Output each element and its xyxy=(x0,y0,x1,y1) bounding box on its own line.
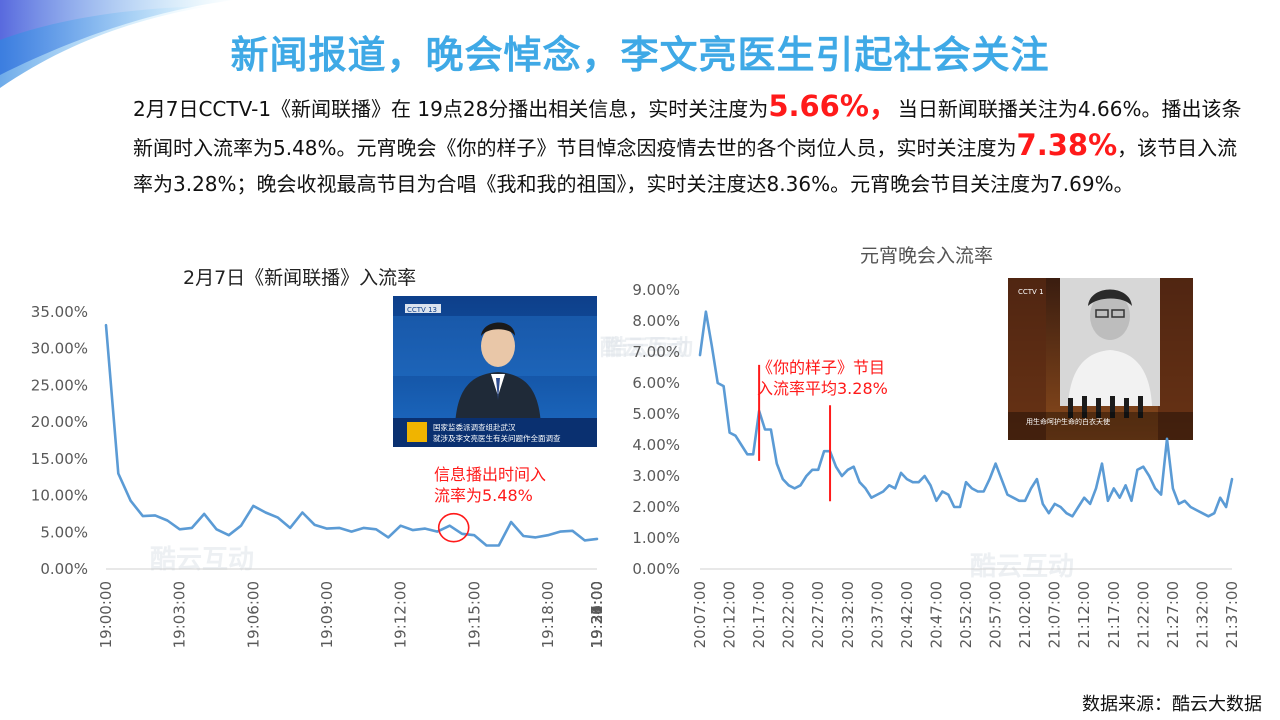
gala-watermark: 酷云互动 xyxy=(600,336,688,361)
news-y-tick-label: 25.00% xyxy=(31,376,88,394)
news-x-tick-label: 19:18:00 xyxy=(539,581,557,648)
summary-part-1: 2月7日CCTV-1《新闻联播》在 19点28分播出相关信息，实时关注度为 xyxy=(133,97,769,121)
gala-y-tick-label: 5.00% xyxy=(632,405,680,423)
news-y-tick-label: 30.00% xyxy=(31,340,88,358)
news-y-tick-label: 20.00% xyxy=(31,413,88,431)
summary-paragraph: 2月7日CCTV-1《新闻联播》在 19点28分播出相关信息，实时关注度为5.6… xyxy=(133,88,1248,202)
gala-inflow-line-chart: 酷云互动酷云互动0.00%1.00%2.00%3.00%4.00%5.00%6.… xyxy=(600,281,1241,648)
news-caption-line-1: 国家监委派调查组赴武汉 xyxy=(433,422,516,432)
news-x-tick-label: 19:30:00 xyxy=(588,581,606,648)
gala-x-tick-label: 21:07:00 xyxy=(1046,581,1064,648)
news-x-tick-label: 19:21:00 xyxy=(588,581,606,648)
news-x-tick-label: 19:03:00 xyxy=(171,581,189,648)
gala-x-tick-label: 20:12:00 xyxy=(721,581,739,648)
gala-x-tick-label: 21:32:00 xyxy=(1193,581,1211,648)
gala-series-line xyxy=(698,310,1234,518)
news-caption-line-2: 就涉及李文亮医生有关问题作全面调查 xyxy=(433,433,561,443)
gala-x-tick-label: 20:32:00 xyxy=(839,581,857,648)
gala-x-tick-label: 20:37:00 xyxy=(868,581,886,648)
summary-part-2: 当日新闻联播关注为4.66%。播出该条新闻时入流率为5.48%。元宵晚会《你的样… xyxy=(133,97,1242,160)
chart-title-news: 2月7日《新闻联播》入流率 xyxy=(183,267,417,289)
news-x-tick-label: 19:12:00 xyxy=(392,581,410,648)
news-x-tick-label: 19:36:00 xyxy=(588,581,606,648)
data-source-note: 数据来源：酷云大数据 xyxy=(1082,694,1262,715)
gala-y-tick-label: 2.00% xyxy=(632,498,680,516)
gala-y-tick-label: 3.00% xyxy=(632,467,680,485)
gala-y-tick-label: 9.00% xyxy=(632,281,680,299)
news-broadcast-photo: CCTV 13 国家监委派调查组赴武汉 就涉及李文亮医生有关问题作全面调查 xyxy=(393,296,597,447)
gala-x-tick-label: 21:22:00 xyxy=(1134,581,1152,648)
gala-x-tick-label: 21:27:00 xyxy=(1164,581,1182,648)
news-x-tick-label: 19:24:00 xyxy=(588,581,606,648)
news-y-tick-label: 35.00% xyxy=(31,303,88,321)
gala-x-tick-label: 20:57:00 xyxy=(987,581,1005,648)
news-annotation-line-2: 流率为5.48% xyxy=(434,486,533,505)
highlight-attention-gala: 7.38% xyxy=(1016,128,1118,162)
news-annotation-circle xyxy=(437,512,470,543)
news-y-tick-label: 0.00% xyxy=(40,560,88,578)
news-watermark: 酷云互动 xyxy=(605,336,693,361)
gala-y-tick-label: 1.00% xyxy=(632,529,680,547)
gala-x-tick-label: 21:37:00 xyxy=(1223,581,1241,648)
gala-channel-logo: CCTV 1 xyxy=(1018,288,1044,296)
gala-x-tick-label: 21:12:00 xyxy=(1075,581,1093,648)
gala-caption: 用生命呵护生命的白衣天使 xyxy=(1026,417,1110,426)
news-inflow-line-chart: 酷云互动酷云互动0.00%5.00%10.00%15.00%20.00%25.0… xyxy=(31,303,693,648)
news-y-tick-label: 10.00% xyxy=(31,487,88,505)
gala-x-tick-label: 20:47:00 xyxy=(927,581,945,648)
summary-part-3: ，该节目入流率为3.28%；晚会收视最高节目为合唱《我和我的祖国》，实时关注度达… xyxy=(133,136,1238,196)
gala-y-tick-label: 6.00% xyxy=(632,374,680,392)
gala-y-tick-label: 4.00% xyxy=(632,436,680,454)
news-x-tick-label: 19:09:00 xyxy=(318,581,336,648)
gala-annotation-line-2: 入流率平均3.28% xyxy=(757,379,888,398)
news-channel-logo: CCTV 13 xyxy=(407,306,437,314)
news-watermark: 酷云互动 xyxy=(150,545,254,575)
gala-watermark: 酷云互动 xyxy=(970,552,1074,582)
gala-x-tick-label: 20:27:00 xyxy=(809,581,827,648)
gala-tribute-photo: CCTV 1 用生命呵护生命的白衣天使 xyxy=(1008,278,1193,440)
gala-x-tick-label: 20:52:00 xyxy=(957,581,975,648)
news-x-tick-label: 19:39:00 xyxy=(588,581,606,648)
gala-x-tick-label: 21:02:00 xyxy=(1016,581,1034,648)
news-series-line xyxy=(104,323,599,547)
gala-annotation: 《你的样子》节目 入流率平均3.28% xyxy=(757,357,888,399)
gala-x-tick-label: 20:42:00 xyxy=(898,581,916,648)
corner-swoosh-decoration xyxy=(0,0,235,88)
news-x-tick-label: 19:33:00 xyxy=(588,581,606,648)
gala-x-tick-label: 20:17:00 xyxy=(750,581,768,648)
news-y-tick-label: 5.00% xyxy=(40,523,88,541)
gala-annotation-line-1: 《你的样子》节目 xyxy=(757,358,886,377)
news-y-tick-label: 15.00% xyxy=(31,450,88,468)
chart-title-gala: 元宵晚会入流率 xyxy=(860,245,994,267)
slide-title: 新闻报道，晚会悼念，李文亮医生引起社会关注 xyxy=(230,33,1050,77)
gala-x-tick-label: 21:17:00 xyxy=(1105,581,1123,648)
highlight-attention-news: 5.66%， xyxy=(768,89,898,123)
news-x-tick-label: 19:27:00 xyxy=(588,581,606,648)
gala-x-tick-label: 20:22:00 xyxy=(780,581,798,648)
news-x-tick-label: 19:00:00 xyxy=(97,581,115,648)
news-annotation-line-1: 信息播出时间入 xyxy=(434,465,547,484)
gala-y-tick-label: 0.00% xyxy=(632,560,680,578)
gala-y-tick-label: 8.00% xyxy=(632,312,680,330)
gala-y-tick-label: 7.00% xyxy=(632,343,680,361)
news-x-tick-label: 19:06:00 xyxy=(244,581,262,648)
gala-x-tick-label: 20:07:00 xyxy=(691,581,709,648)
news-x-tick-label: 19:15:00 xyxy=(465,581,483,648)
news-annotation: 信息播出时间入 流率为5.48% xyxy=(434,464,546,506)
